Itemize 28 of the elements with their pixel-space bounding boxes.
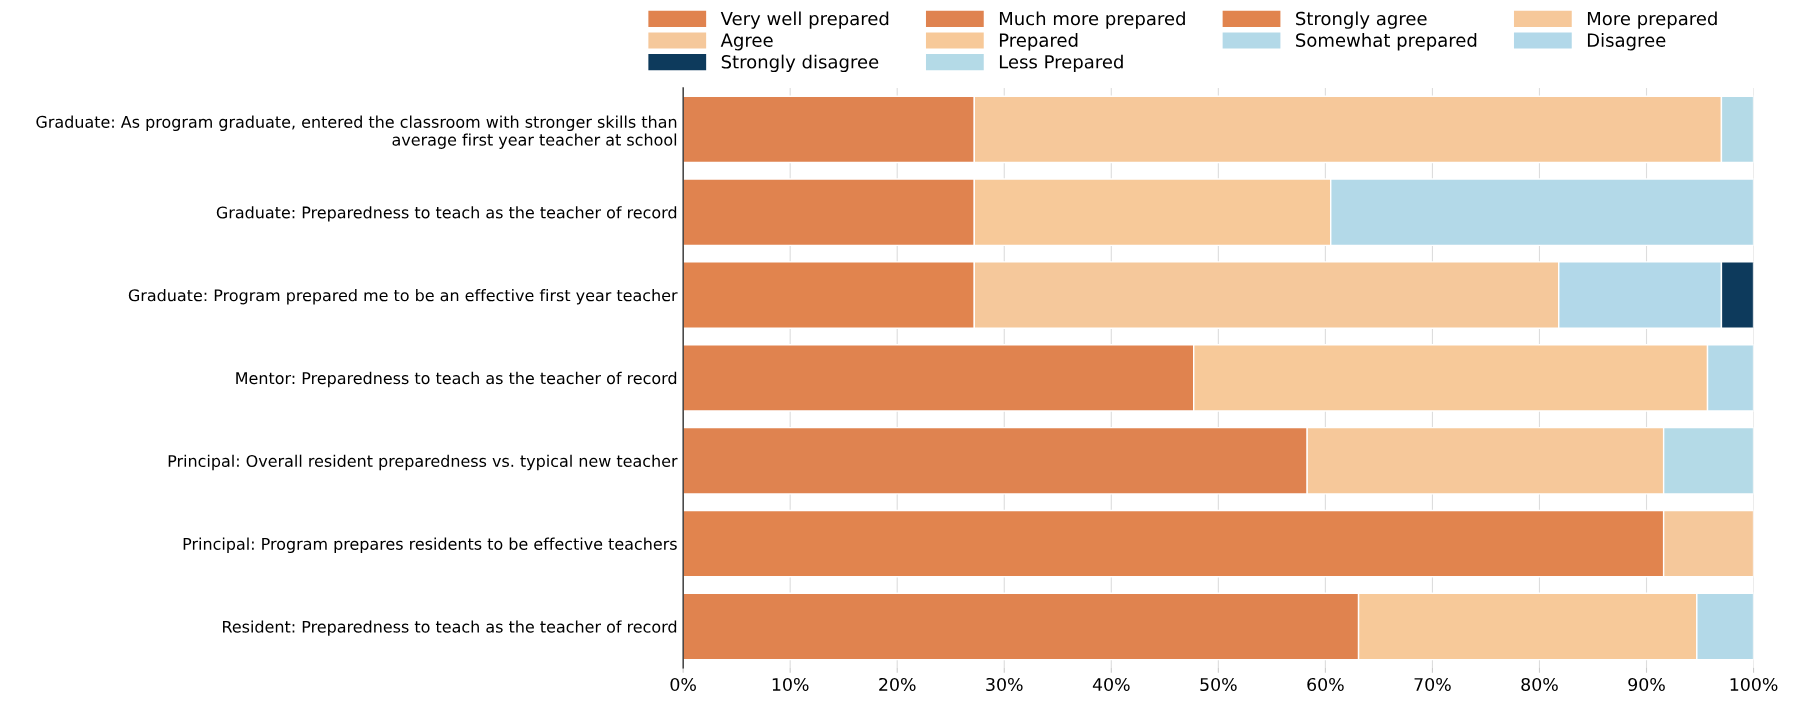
legend-label: Much more prepared xyxy=(999,11,1185,29)
legend-label: Strongly disagree xyxy=(721,54,879,73)
legend-label: Agree xyxy=(720,33,773,51)
y-tick-label: Resident: Preparedness to teach as the teacher of record xyxy=(223,620,677,636)
x-tick-label: 80% xyxy=(1521,677,1558,692)
legend-label: Somewhat prepared xyxy=(1296,33,1477,51)
x-tick-label: 60% xyxy=(1307,677,1344,692)
y-tick-label: Mentor: Preparedness to teach as the teacher of record xyxy=(236,371,677,388)
y-tick-label: Principal: Program prepares residents to be effective teachers xyxy=(183,537,677,553)
x-tick-label: 100% xyxy=(1730,677,1778,692)
x-tick-label: 50% xyxy=(1200,677,1237,692)
legend-label: Less Prepared xyxy=(999,54,1123,73)
legend-label: Strongly agree xyxy=(1296,11,1427,29)
x-tick-label: 10% xyxy=(772,677,809,692)
legend-label: More prepared xyxy=(1587,11,1717,29)
y-tick-label: Graduate: Program prepared me to be an effective first year teacher xyxy=(128,288,678,305)
y-tick-label: Graduate: Preparedness to teach as the teacher of record xyxy=(216,206,677,222)
x-tick-label: 30% xyxy=(986,677,1023,692)
x-tick-label: 90% xyxy=(1628,677,1665,692)
x-tick-label: 40% xyxy=(1092,677,1130,692)
legend-label: Prepared xyxy=(999,33,1078,51)
x-tick-label: 70% xyxy=(1414,677,1451,692)
legend-label: Disagree xyxy=(1587,33,1666,51)
x-tick-label: 20% xyxy=(879,677,916,692)
y-tick-label: Graduate: As program graduate, entered the classroom with stronger skills than average first year teacher at school xyxy=(36,115,677,149)
y-tick-label: Principal: Overall resident preparedness vs. typical new teacher xyxy=(168,454,678,471)
x-tick-label: 0% xyxy=(670,677,696,692)
legend-label: Very well prepared xyxy=(720,11,889,29)
